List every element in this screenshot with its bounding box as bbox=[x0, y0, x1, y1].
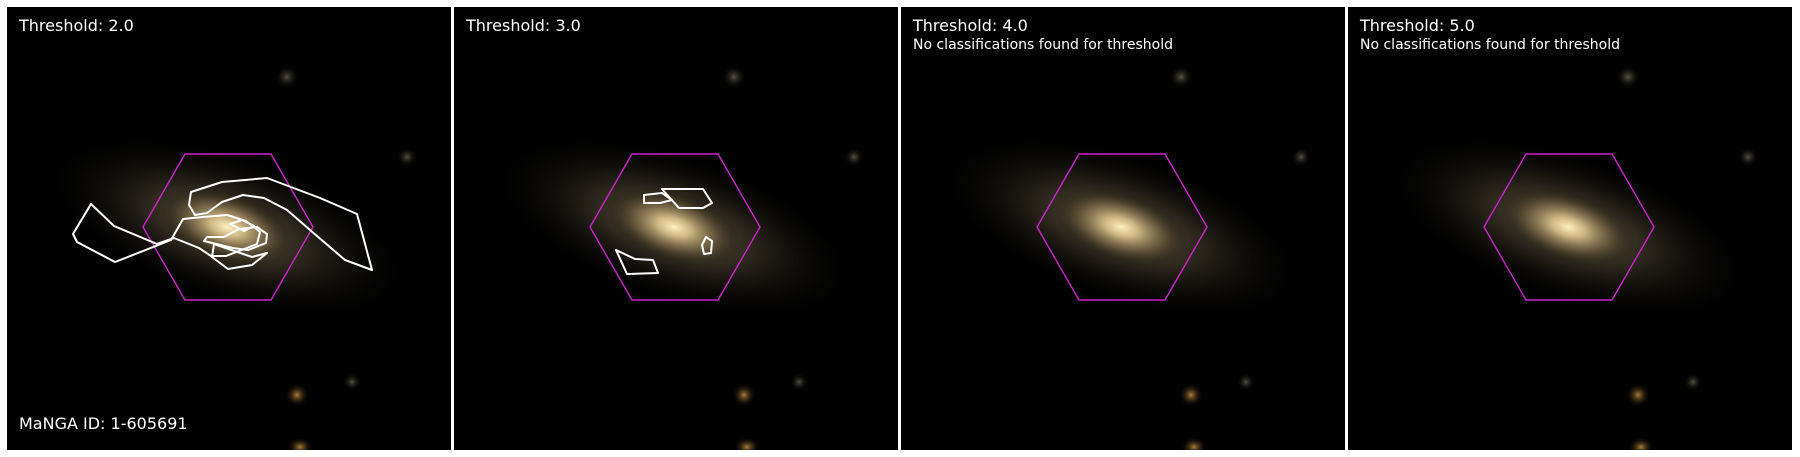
threshold-label: Threshold: 3.0 bbox=[466, 16, 581, 35]
galaxy-body bbox=[491, 134, 857, 320]
threshold-label: Threshold: 5.0 bbox=[1360, 16, 1475, 35]
background-stars bbox=[275, 65, 417, 450]
galaxy-body bbox=[938, 134, 1304, 320]
galaxy-image bbox=[454, 7, 898, 450]
galaxy-image bbox=[1348, 7, 1792, 450]
classification-contours bbox=[615, 188, 713, 275]
no-classifications-note: No classifications found for threshold bbox=[1360, 37, 1620, 53]
ifu-hexagon bbox=[142, 153, 314, 301]
ifu-hexagon bbox=[589, 153, 761, 301]
threshold-label: Threshold: 2.0 bbox=[19, 16, 134, 35]
background-stars bbox=[1616, 65, 1758, 450]
panel-threshold-5: Threshold: 5.0 No classifications found … bbox=[1348, 7, 1792, 450]
no-classifications-note: No classifications found for threshold bbox=[913, 37, 1173, 53]
panel-threshold-2: Threshold: 2.0 MaNGA ID: 1-605691 bbox=[7, 7, 451, 450]
background-stars bbox=[1169, 65, 1311, 450]
ifu-hexagon bbox=[1483, 153, 1655, 301]
classification-contours bbox=[72, 177, 373, 271]
galaxy-body bbox=[1385, 134, 1751, 320]
ifu-hexagon bbox=[1036, 153, 1208, 301]
threshold-label: Threshold: 4.0 bbox=[913, 16, 1028, 35]
galaxy-body bbox=[44, 134, 410, 320]
panel-threshold-4: Threshold: 4.0 No classifications found … bbox=[901, 7, 1345, 450]
background-stars bbox=[722, 65, 864, 450]
galaxy-id-label: MaNGA ID: 1-605691 bbox=[19, 414, 188, 433]
galaxy-image bbox=[7, 7, 451, 450]
galaxy-image bbox=[901, 7, 1345, 450]
panel-threshold-3: Threshold: 3.0 bbox=[454, 7, 898, 450]
